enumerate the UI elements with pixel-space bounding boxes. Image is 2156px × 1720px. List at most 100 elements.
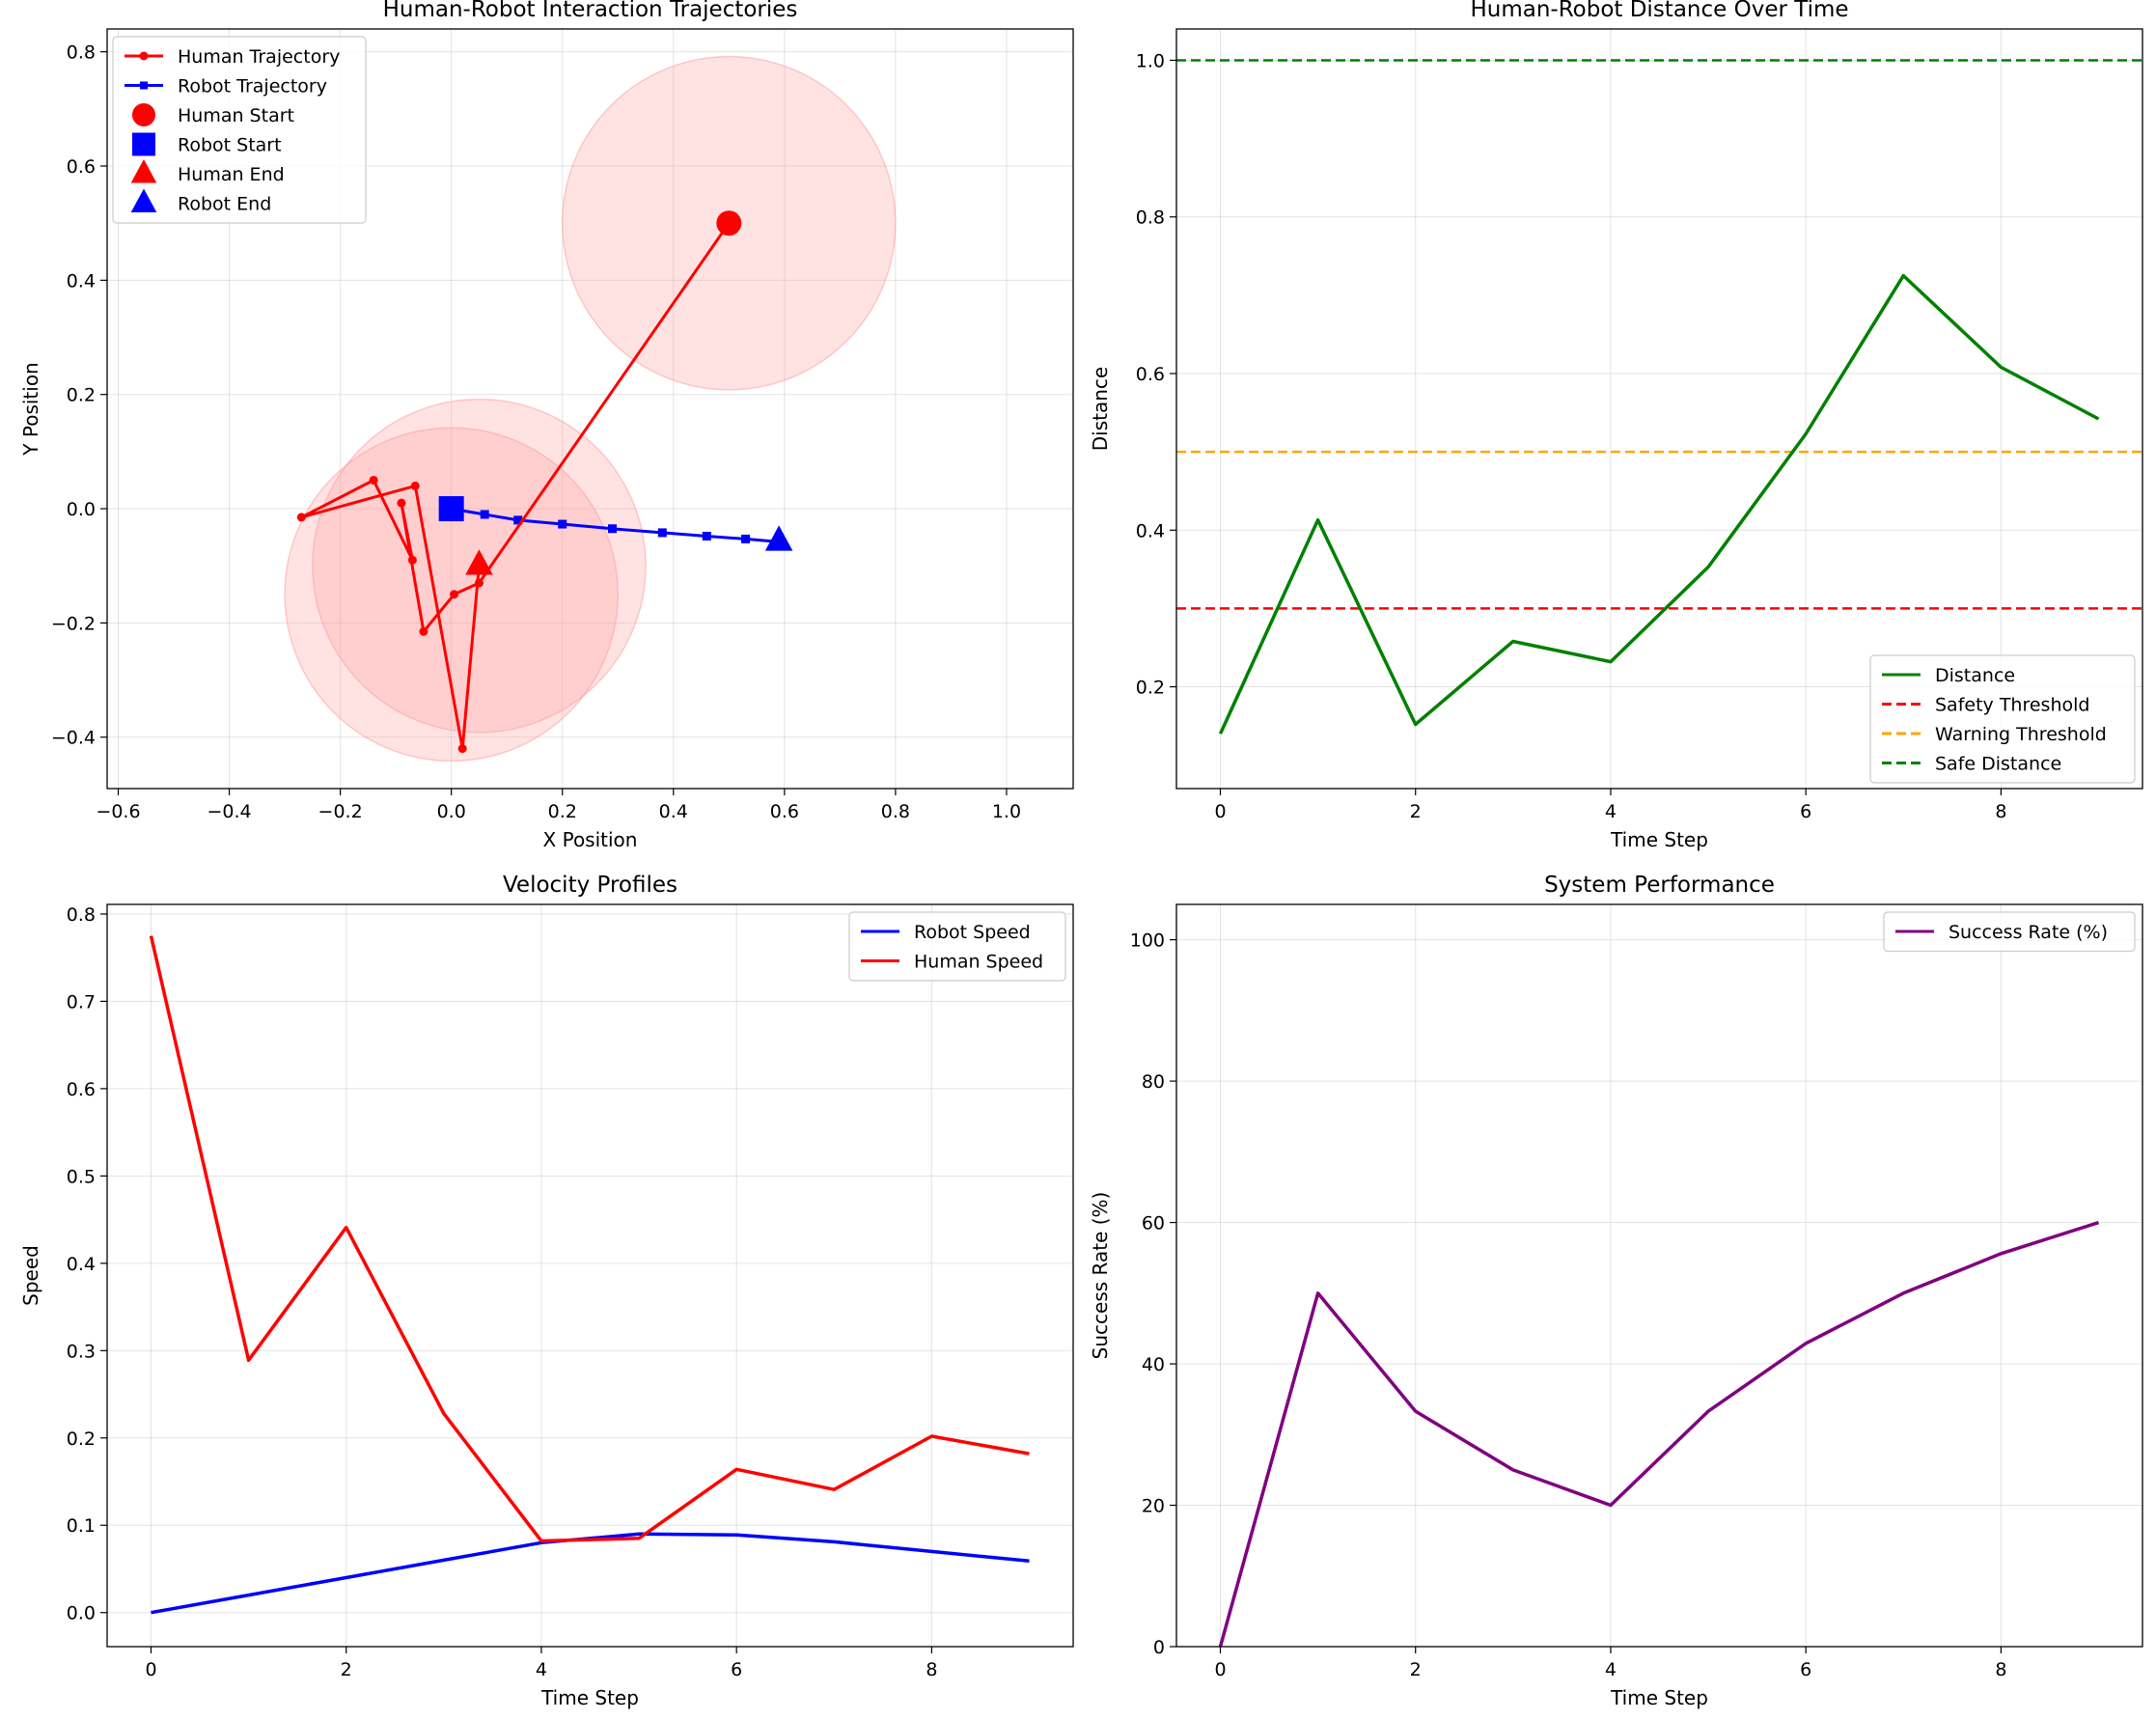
legend-label: Warning Threshold: [1935, 724, 2107, 745]
y-axis-label: Speed: [19, 1245, 42, 1306]
x-axis-label: Time Step: [1610, 1686, 1708, 1709]
x-tick-label: 4: [1605, 801, 1617, 822]
x-tick-label: 1.0: [992, 801, 1021, 822]
human-trajectory-point: [397, 498, 406, 508]
human-trajectory-point: [474, 578, 484, 588]
legend-marker: [139, 51, 149, 61]
y-tick-label: 0.1: [67, 1515, 96, 1537]
x-tick-label: 0.2: [548, 801, 577, 822]
x-tick-label: 4: [536, 1659, 547, 1680]
human-trajectory-point: [410, 481, 420, 490]
x-tick-label: 6: [731, 1659, 742, 1680]
x-tick-label: 0.4: [659, 801, 688, 822]
success-rate-line: [1218, 1220, 2100, 1647]
human-trajectory-point: [296, 513, 306, 522]
axes-frame: [106, 903, 1074, 1648]
x-tick-label: 0: [1214, 801, 1226, 822]
y-tick-label: 0.4: [67, 1254, 96, 1275]
robot-trajectory-point: [657, 528, 667, 538]
legend-box: [112, 36, 367, 224]
y-tick-label: 0.5: [67, 1166, 96, 1187]
x-axis-label: Time Step: [1610, 828, 1708, 851]
x-tick-label: 2: [1410, 801, 1422, 822]
legend-marker: [130, 159, 157, 183]
legend-label: Robot Speed: [914, 922, 1031, 943]
y-tick-label: 80: [1142, 1071, 1165, 1093]
human-start-marker: [716, 210, 742, 236]
x-tick-label: −0.4: [207, 801, 251, 822]
y-tick-label: 0.4: [1136, 520, 1165, 541]
legend-label: Robot End: [178, 194, 271, 215]
y-tick-label: 60: [1142, 1213, 1165, 1235]
y-tick-label: 0.0: [67, 1603, 96, 1624]
chart-title: Human-Robot Interaction Trajectories: [383, 0, 798, 22]
robot-end-marker: [764, 525, 793, 551]
legend-label: Robot Start: [178, 135, 282, 156]
plot-area: [284, 55, 897, 763]
legend-label: Robot Trajectory: [178, 76, 327, 97]
human-trajectory-point: [407, 555, 417, 565]
y-tick-label: 1.0: [1136, 50, 1165, 71]
plot-area: [149, 935, 1030, 1615]
legend-marker: [130, 188, 157, 212]
x-tick-label: 2: [1410, 1659, 1422, 1680]
x-tick-label: 4: [1605, 1659, 1617, 1680]
y-tick-label: 100: [1130, 930, 1165, 952]
y-tick-label: 0.8: [67, 904, 96, 926]
legend-box: [848, 911, 1066, 982]
distance-line: [1218, 273, 2100, 735]
y-tick-label: −0.2: [51, 613, 96, 634]
x-tick-label: 2: [341, 1659, 352, 1680]
y-tick-label: −0.4: [51, 728, 96, 749]
robot-trajectory-point: [702, 531, 711, 541]
x-tick-label: 6: [1800, 801, 1811, 822]
robot-trajectory-point: [513, 515, 523, 525]
x-tick-label: 0.6: [770, 801, 799, 822]
legend-label: Distance: [1935, 665, 2015, 686]
human-trajectory-point: [419, 626, 428, 636]
axes-frame: [1175, 28, 2143, 790]
chart-panel-2: 0 2 4 6 8 0.2 0.4 0.6 0.8 1.0 Human-Robot Distance…: [1089, 0, 2143, 851]
y-tick-label: 0.8: [1136, 208, 1165, 229]
y-tick-label: 0.6: [67, 1079, 96, 1100]
legend-box: [1869, 654, 2136, 784]
x-tick-label: −0.2: [318, 801, 363, 822]
legend-label: Safe Distance: [1935, 754, 2061, 775]
human-trajectory-point: [450, 590, 459, 599]
robot-trajectory-point: [741, 534, 751, 543]
y-axis-label: Y Position: [19, 362, 42, 456]
axes-frame: [1175, 903, 2143, 1648]
x-tick-label: −0.6: [96, 801, 140, 822]
human-speed-line: [149, 935, 1030, 1543]
y-tick-label: 0.2: [67, 1429, 96, 1450]
x-tick-label: 6: [1800, 1659, 1811, 1680]
robot-speed-line: [151, 1532, 1030, 1615]
x-tick-label: 0: [1214, 1659, 1226, 1680]
y-tick-label: 0.6: [1136, 364, 1165, 385]
robot-start-marker: [438, 496, 464, 522]
y-tick-label: 40: [1142, 1354, 1165, 1375]
x-tick-label: 8: [1995, 801, 2006, 822]
y-tick-label: 0.7: [67, 991, 96, 1013]
x-tick-label: 8: [1995, 1659, 2006, 1680]
legend-marker: [132, 132, 155, 156]
legend-label: Human End: [178, 164, 285, 185]
robot-trajectory-point: [608, 524, 618, 534]
human-trajectory-point: [457, 744, 467, 754]
legend-label: Success Rate (%): [1949, 922, 2108, 943]
y-tick-label: 0.2: [1136, 678, 1165, 699]
y-tick-label: 0.0: [67, 499, 96, 520]
plot-area: [1218, 1220, 2100, 1647]
y-tick-label: 0.8: [67, 42, 96, 64]
y-axis-label: Success Rate (%): [1089, 1192, 1112, 1360]
human-trajectory-point: [369, 475, 378, 485]
x-axis-label: Time Step: [540, 1686, 639, 1709]
legend-label: Human Speed: [914, 952, 1043, 973]
y-tick-label: 20: [1142, 1496, 1165, 1517]
y-tick-label: 0.4: [67, 270, 96, 291]
x-tick-label: 0.8: [881, 801, 910, 822]
axes-frame: [106, 28, 1074, 790]
y-tick-label: 0: [1153, 1637, 1165, 1658]
legend-marker: [132, 103, 155, 126]
